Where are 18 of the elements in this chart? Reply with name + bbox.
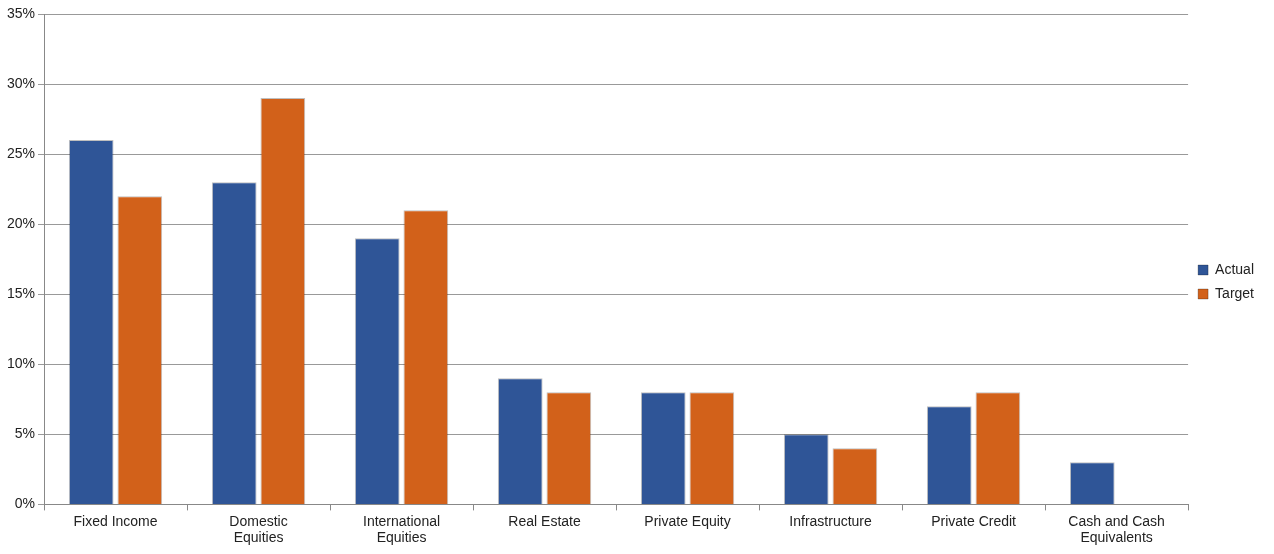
x-tick-label: Domestic Equities: [229, 512, 288, 546]
x-tick-label: Cash and Cash Equivalents: [1068, 512, 1165, 546]
x-tick-label: International Equities: [363, 512, 441, 546]
legend-label: Actual: [1215, 260, 1255, 277]
x-tick-label: Private Equity: [644, 512, 731, 529]
y-tick-label: 5%: [14, 425, 36, 442]
y-tick-label: 30%: [6, 74, 36, 91]
x-tick-label: Private Credit: [931, 512, 1017, 529]
y-tick-label: 15%: [6, 285, 36, 302]
y-tick-label: 10%: [6, 355, 36, 372]
y-tick-label: 0%: [14, 495, 36, 512]
legend-label: Target: [1215, 284, 1255, 301]
y-tick-label: 35%: [6, 4, 36, 21]
x-tick-label: Fixed Income: [73, 512, 158, 529]
x-tick-label: Infrastructure: [789, 512, 873, 529]
y-tick-label: 20%: [6, 215, 36, 232]
y-tick-label: 25%: [6, 144, 36, 161]
x-tick-label: Real Estate: [508, 512, 581, 529]
